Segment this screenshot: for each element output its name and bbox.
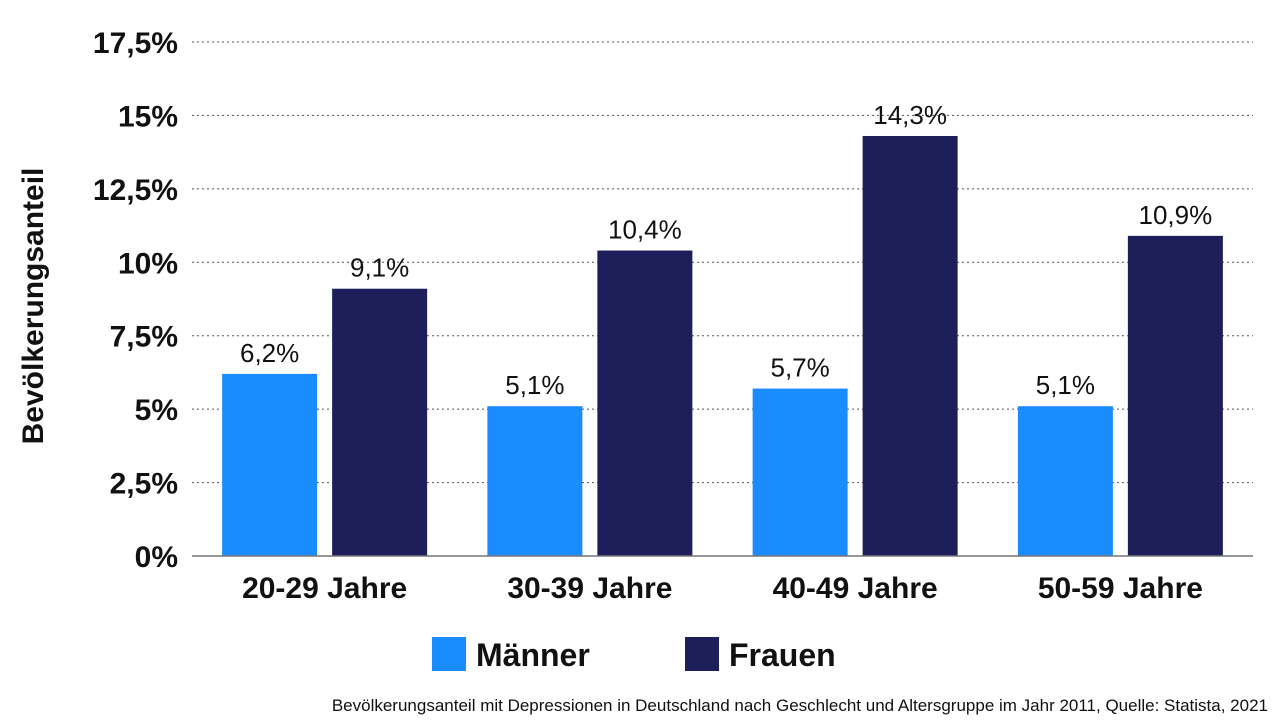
y-tick-label: 5% [135, 394, 178, 427]
legend: Männer Frauen [432, 637, 836, 673]
data-label: 5,1% [1036, 370, 1095, 400]
y-tick-label: 2,5% [110, 468, 178, 501]
legend-label: Männer [476, 637, 590, 673]
y-tick-label: 10% [118, 247, 178, 280]
chart-caption: Bevölkerungsanteil mit Depressionen in D… [332, 696, 1268, 715]
y-tick-label: 12,5% [93, 174, 178, 207]
data-label: 10,4% [608, 215, 682, 245]
data-label: 14,3% [873, 100, 947, 130]
bar-frauen [597, 250, 693, 556]
y-tick-label: 15% [118, 100, 178, 133]
y-axis-ticks: 0% 2,5% 5% 7,5% 10% 12,5% 15% 17,5% [93, 27, 178, 574]
y-tick-label: 17,5% [93, 27, 178, 60]
legend-swatch [685, 637, 719, 671]
x-tick-label: 30-39 Jahre [507, 572, 672, 605]
bar-frauen [332, 288, 428, 556]
bar-frauen [862, 135, 958, 556]
data-label: 6,2% [240, 338, 299, 368]
legend-label: Frauen [729, 637, 836, 673]
legend-swatch [432, 637, 466, 671]
x-tick-label: 20-29 Jahre [242, 572, 407, 605]
x-axis-ticks: 20-29 Jahre 30-39 Jahre 40-49 Jahre 50-59 J… [242, 572, 1203, 605]
x-tick-label: 50-59 Jahre [1038, 572, 1203, 605]
bar-maenner [222, 373, 318, 556]
x-tick-label: 40-49 Jahre [773, 572, 938, 605]
bars [222, 135, 1223, 556]
data-label: 5,7% [770, 353, 829, 383]
bar-maenner [487, 406, 583, 556]
data-label: 10,9% [1139, 200, 1213, 230]
data-label: 5,1% [505, 370, 564, 400]
bar-maenner [752, 388, 848, 556]
bar-frauen [1127, 235, 1223, 556]
y-tick-label: 0% [135, 541, 178, 574]
y-axis-label: Bevölkerungsanteil [17, 168, 50, 445]
bar-maenner [1017, 406, 1113, 556]
data-label: 9,1% [350, 253, 409, 283]
y-tick-label: 7,5% [110, 321, 178, 354]
data-labels: 6,2% 9,1% 5,1% 10,4% 5,7% 14,3% 5,1% 10,9% [240, 100, 1212, 400]
